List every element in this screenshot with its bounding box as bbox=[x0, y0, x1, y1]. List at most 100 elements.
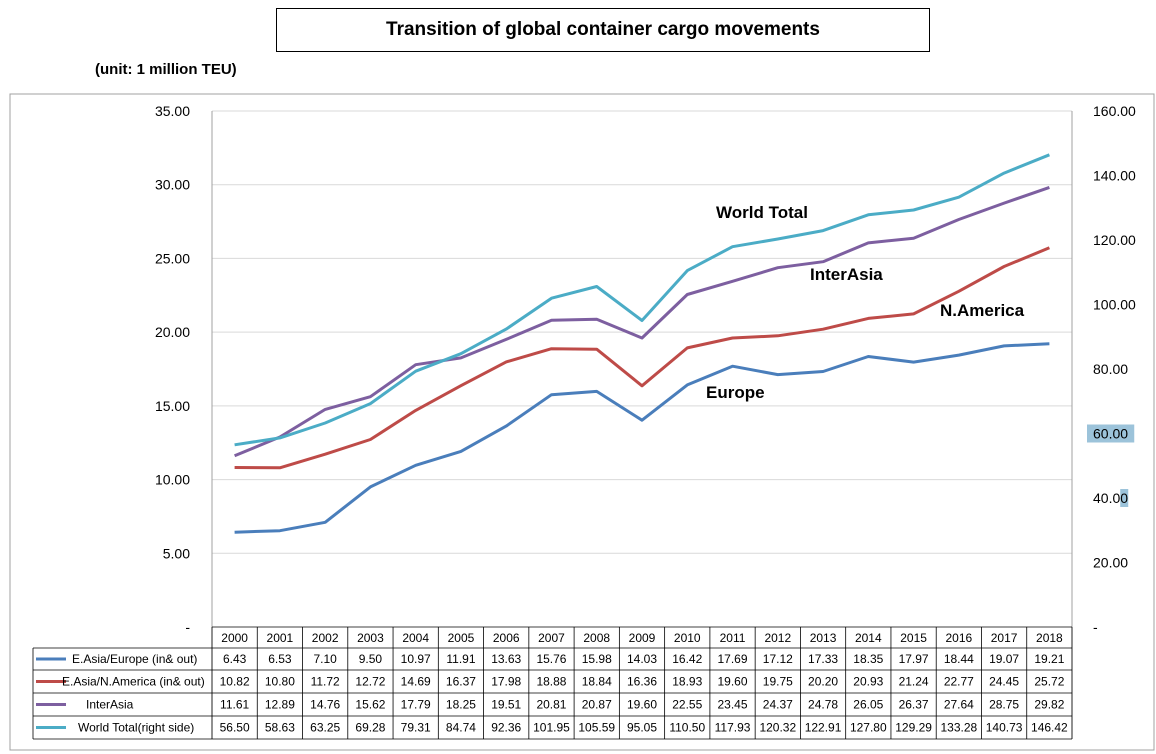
year-label: 2018 bbox=[1036, 631, 1063, 645]
data-cell: 13.63 bbox=[491, 652, 521, 666]
data-cell: 25.72 bbox=[1034, 675, 1064, 689]
data-cell: 19.21 bbox=[1034, 652, 1064, 666]
left-axis-tick-label: 15.00 bbox=[155, 398, 190, 414]
year-label: 2012 bbox=[764, 631, 791, 645]
right-axis-tick-label: 40.00 bbox=[1093, 490, 1128, 506]
data-cell: 19.75 bbox=[763, 675, 793, 689]
left-axis-tick-label: 25.00 bbox=[155, 250, 190, 266]
right-axis-tick-label: 160.00 bbox=[1093, 103, 1136, 119]
data-cell: 14.69 bbox=[401, 675, 431, 689]
data-cell: 22.77 bbox=[944, 675, 974, 689]
year-label: 2009 bbox=[629, 631, 656, 645]
chart-title: Transition of global container cargo mov… bbox=[276, 8, 930, 52]
data-cell: 26.37 bbox=[899, 698, 929, 712]
series-line-world bbox=[234, 153, 1050, 447]
left-axis-tick-label: 20.00 bbox=[155, 324, 190, 340]
data-cell: 12.89 bbox=[265, 698, 295, 712]
data-cell: 16.42 bbox=[672, 652, 702, 666]
data-cell: 18.44 bbox=[944, 652, 974, 666]
data-cell: 133.28 bbox=[940, 721, 977, 735]
year-label: 2008 bbox=[583, 631, 610, 645]
data-cell: 19.60 bbox=[627, 698, 657, 712]
series-line-interasia bbox=[234, 185, 1050, 458]
series-line-namerica bbox=[234, 246, 1050, 470]
data-cell: 28.75 bbox=[989, 698, 1019, 712]
right-axis-tick-label: 60.00 bbox=[1093, 426, 1128, 442]
year-label: 2014 bbox=[855, 631, 882, 645]
year-label: 2017 bbox=[991, 631, 1018, 645]
data-cell: 105.59 bbox=[578, 721, 615, 735]
data-cell: 21.24 bbox=[899, 675, 929, 689]
year-label: 2006 bbox=[493, 631, 520, 645]
data-cell: 19.60 bbox=[718, 675, 748, 689]
data-table: 2000 2001 2002 2003 2004 2005 2006 2007 2008 2009… bbox=[32, 626, 1073, 740]
data-cell: 17.69 bbox=[718, 652, 748, 666]
data-cell: 95.05 bbox=[627, 721, 657, 735]
year-label: 2010 bbox=[674, 631, 701, 645]
data-cell: 56.50 bbox=[220, 721, 250, 735]
data-cell: 17.12 bbox=[763, 652, 793, 666]
data-cell: 20.87 bbox=[582, 698, 612, 712]
data-cell: 26.05 bbox=[853, 698, 883, 712]
right-axis-tick-label: 120.00 bbox=[1093, 232, 1136, 248]
data-cell: 11.72 bbox=[311, 675, 340, 689]
data-cell: 84.74 bbox=[446, 721, 476, 735]
data-cell: 24.78 bbox=[808, 698, 838, 712]
right-axis-tick-label: 100.00 bbox=[1093, 297, 1136, 313]
chart-frame bbox=[9, 93, 1155, 751]
data-cell: 20.93 bbox=[853, 675, 883, 689]
series-line-europe bbox=[234, 342, 1050, 534]
right-axis-tick-label: 80.00 bbox=[1093, 361, 1128, 377]
data-cell: 101.95 bbox=[533, 721, 570, 735]
data-cell: 17.98 bbox=[491, 675, 521, 689]
year-label: 2011 bbox=[720, 631, 746, 645]
data-cell: 20.81 bbox=[536, 698, 566, 712]
left-axis-tick-label: 35.00 bbox=[155, 103, 190, 119]
data-cell: 15.76 bbox=[536, 652, 566, 666]
series-layer bbox=[234, 153, 1050, 534]
data-cell: 27.64 bbox=[944, 698, 974, 712]
callout-layer: Europe N.America InterAsia World Total bbox=[706, 203, 1025, 402]
callout-world: World Total bbox=[716, 203, 808, 222]
data-cell: 17.97 bbox=[899, 652, 929, 666]
data-cell: 18.25 bbox=[446, 698, 476, 712]
year-label: 2016 bbox=[945, 631, 972, 645]
callout-interasia: InterAsia bbox=[810, 265, 883, 284]
data-cell: 120.32 bbox=[759, 721, 796, 735]
year-label: 2015 bbox=[900, 631, 927, 645]
year-label: 2001 bbox=[267, 631, 294, 645]
year-label: 2007 bbox=[538, 631, 565, 645]
data-cell: 92.36 bbox=[491, 721, 521, 735]
data-cell: 129.29 bbox=[895, 721, 932, 735]
data-cell: 79.31 bbox=[401, 721, 431, 735]
data-cell: 24.37 bbox=[763, 698, 793, 712]
data-cell: 9.50 bbox=[359, 652, 383, 666]
data-cell: 17.33 bbox=[808, 652, 838, 666]
legend-label-europe: E.Asia/Europe (in& out) bbox=[72, 652, 197, 666]
right-axis-tick-label: 140.00 bbox=[1093, 168, 1136, 184]
data-cell: 10.80 bbox=[265, 675, 295, 689]
axis-layer: - 5.00 10.00 15.00 20.00 25.00 30.00 35.00 - 20.0… bbox=[155, 103, 1136, 739]
right-axis-tick-label: - bbox=[1093, 619, 1098, 635]
left-axis-tick-label: 10.00 bbox=[155, 472, 190, 488]
callout-europe: Europe bbox=[706, 383, 765, 402]
data-cell: 18.93 bbox=[672, 675, 702, 689]
tick-highlight bbox=[1120, 489, 1129, 507]
legend-label-namerica: E.Asia/N.America (in& out) bbox=[62, 675, 205, 689]
grid-layer bbox=[212, 110, 1072, 554]
right-axis-tick-label: 20.00 bbox=[1093, 555, 1128, 571]
year-label: 2013 bbox=[810, 631, 837, 645]
year-label: 2000 bbox=[221, 631, 248, 645]
year-label: 2004 bbox=[402, 631, 429, 645]
data-cell: 15.98 bbox=[582, 652, 612, 666]
data-cell: 23.45 bbox=[718, 698, 748, 712]
data-cell: 110.50 bbox=[669, 721, 705, 735]
year-label: 2002 bbox=[312, 631, 339, 645]
data-cell: 146.42 bbox=[1031, 721, 1068, 735]
data-cell: 11.91 bbox=[446, 652, 475, 666]
data-cell: 63.25 bbox=[310, 721, 340, 735]
data-cell: 18.35 bbox=[853, 652, 883, 666]
data-cell: 12.72 bbox=[355, 675, 385, 689]
data-cell: 24.45 bbox=[989, 675, 1019, 689]
